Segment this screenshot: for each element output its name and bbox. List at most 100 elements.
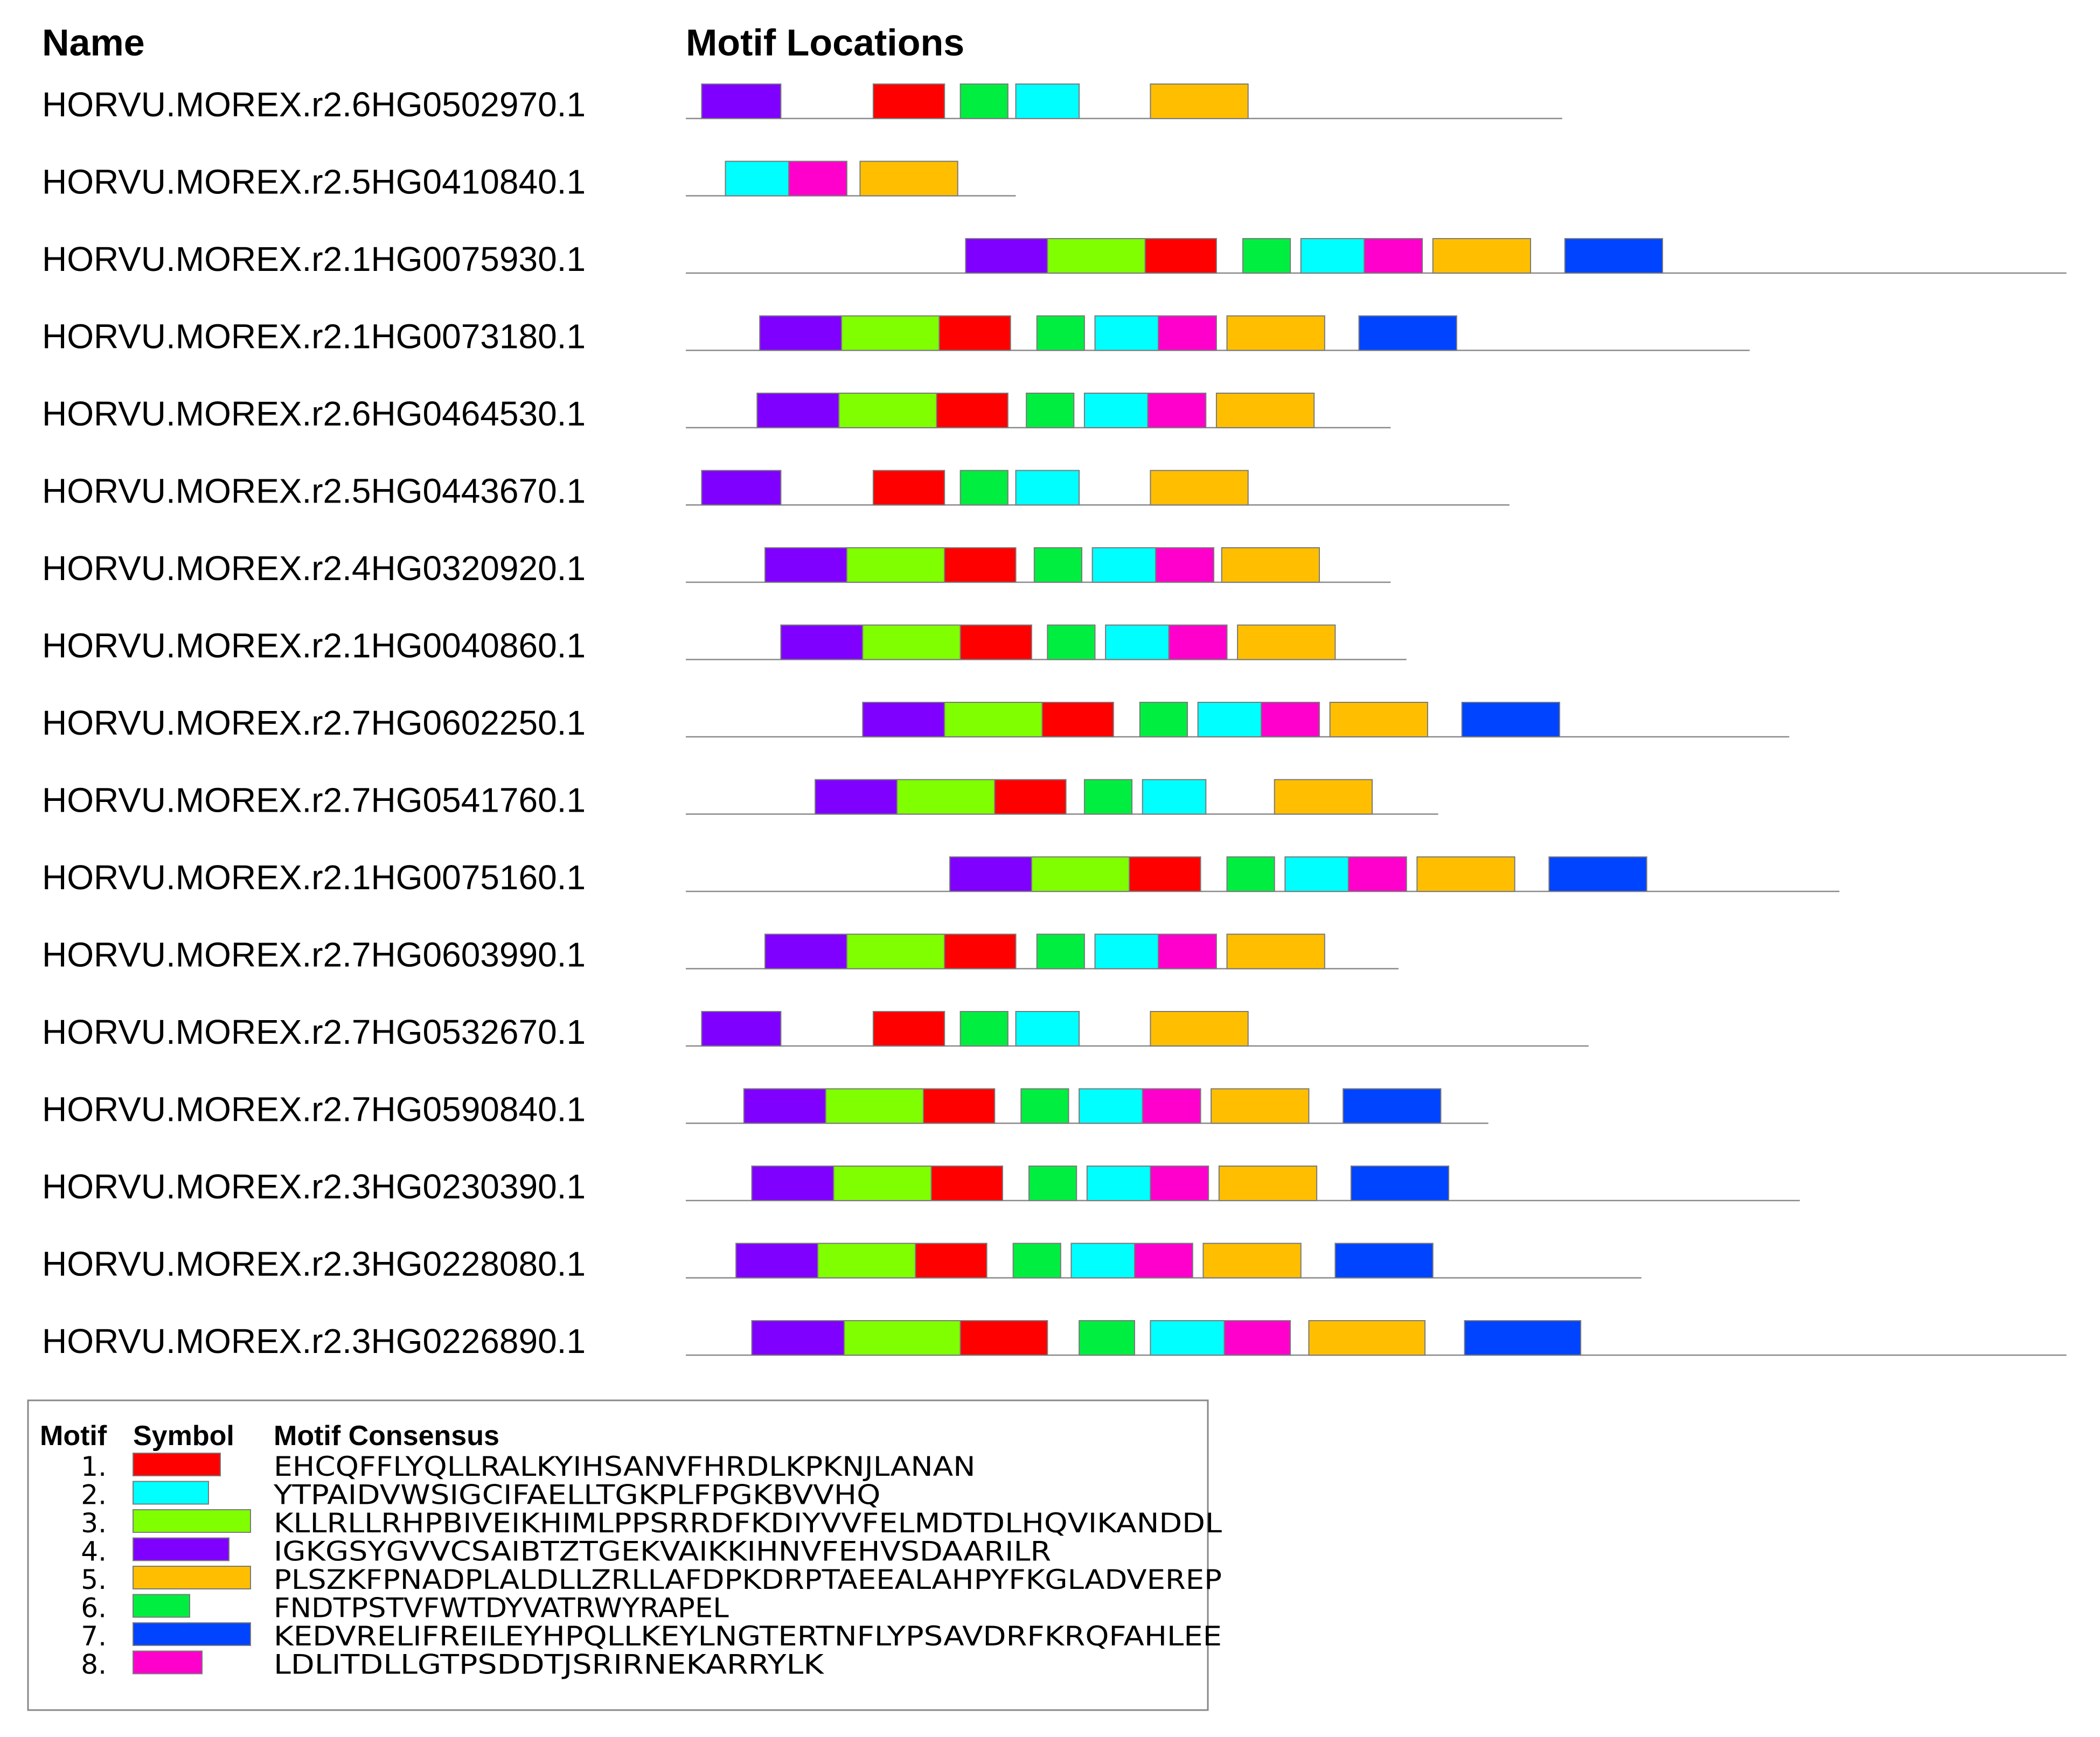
- legend-motif-number: 6.: [81, 1593, 107, 1624]
- sequence-name: HORVU.MOREX.r2.3HG0230390.1: [42, 1167, 586, 1206]
- motif-7-box: [1334, 1243, 1434, 1279]
- motif-4-box: [743, 1088, 826, 1124]
- motif-3-box: [825, 1088, 924, 1124]
- motif-2-box: [1197, 702, 1262, 737]
- legend-motif-number: 4.: [81, 1536, 107, 1567]
- motif-7-box: [1564, 238, 1663, 274]
- motif-3-box: [1031, 856, 1130, 892]
- motif-4-box: [764, 933, 847, 969]
- legend-symbol-swatch: [133, 1594, 190, 1618]
- motif-5-box: [1308, 1320, 1426, 1356]
- sequence-name: HORVU.MOREX.r2.4HG0320920.1: [42, 549, 586, 588]
- motif-2-box: [1015, 83, 1080, 119]
- legend-motif-consensus: KEDVRELIFREILEYHPQLLKEYLNGTERTNFLYPSAVDR…: [274, 1621, 1222, 1652]
- motif-3-box: [844, 1320, 961, 1356]
- motif-5-box: [1150, 470, 1249, 506]
- motif-5-box: [1202, 1243, 1302, 1279]
- motif-5-box: [1226, 315, 1325, 351]
- motif-5-box: [1274, 779, 1373, 815]
- motif-6-box: [1079, 1320, 1135, 1356]
- motif-2-box: [1015, 470, 1080, 506]
- motif-8-box: [1223, 1320, 1291, 1356]
- motif-2-box: [1094, 315, 1159, 351]
- motif-1-box: [872, 83, 945, 119]
- motif-2-box: [1091, 547, 1157, 583]
- motif-5-box: [1221, 547, 1320, 583]
- motif-6-box: [1139, 702, 1188, 737]
- motif-1-box: [872, 470, 945, 506]
- motif-5-box: [1215, 393, 1315, 428]
- legend-motif-number: 8.: [81, 1649, 107, 1680]
- sequence-row: HORVU.MOREX.r2.7HG0590840.1: [42, 1088, 1489, 1129]
- motif-5-box: [1218, 1166, 1318, 1201]
- legend-row: 7. KEDVRELIFREILEYHPQLLKEYLNGTERTNFLYPSAV…: [81, 1621, 1222, 1652]
- legend-motif-consensus: PLSZKFPNADPLALDLLZRLLAFDPKDRPTAEEALAHPYF…: [274, 1564, 1222, 1595]
- motif-5-box: [1150, 83, 1249, 119]
- legend-symbol-header: Symbol: [133, 1420, 234, 1452]
- motif-7-box: [1464, 1320, 1582, 1356]
- legend-motif-consensus: FNDTPSTVFWTDYVATRWYRAPEL: [274, 1593, 729, 1624]
- motif-1-box: [1129, 856, 1201, 892]
- motif-2-box: [1284, 856, 1349, 892]
- legend-symbol-swatch: [133, 1481, 209, 1505]
- motif-2-box: [1083, 393, 1149, 428]
- motif-8-box: [1155, 547, 1214, 583]
- motif-3-box: [817, 1243, 916, 1279]
- motif-1-box: [959, 1320, 1048, 1356]
- motif-2-box: [1300, 238, 1365, 274]
- motif-6-box: [959, 83, 1009, 119]
- motif-2-box: [1150, 1320, 1225, 1356]
- sequence-row: HORVU.MOREX.r2.1HG0040860.1: [42, 624, 1407, 665]
- sequence-row: HORVU.MOREX.r2.5HG0410840.1: [42, 161, 1016, 201]
- legend-motif-header: Motif: [40, 1420, 107, 1452]
- legend-symbol-swatch: [133, 1650, 203, 1675]
- motif-1-box: [872, 1011, 945, 1047]
- legend-symbol-swatch: [133, 1622, 251, 1646]
- legend-row: 2. YTPAIDVWSIGCIFAELLTGKPLFPGKBVVHQ: [81, 1480, 880, 1511]
- motif-5-box: [1416, 856, 1515, 892]
- motif-3-box: [846, 547, 945, 583]
- motif-4-box: [701, 470, 782, 506]
- motif-6-box: [1028, 1166, 1077, 1201]
- sequence-name: HORVU.MOREX.r2.1HG0075930.1: [42, 240, 586, 278]
- sequence-name: HORVU.MOREX.r2.1HG0040860.1: [42, 626, 586, 665]
- name-column-header: Name: [42, 22, 145, 64]
- motif-5-box: [1432, 238, 1531, 274]
- motif-6-box: [1036, 933, 1085, 969]
- sequence-row: HORVU.MOREX.r2.6HG0464530.1: [42, 393, 1391, 433]
- sequence-name: HORVU.MOREX.r2.6HG0502970.1: [42, 85, 586, 124]
- motif-7-box: [1548, 856, 1647, 892]
- legend-consensus-header: Motif Consensus: [274, 1420, 499, 1452]
- legend-motif-number: 1.: [81, 1451, 107, 1482]
- motif-6-box: [1047, 624, 1096, 660]
- legend-motif-number: 2.: [81, 1480, 107, 1511]
- motif-5-box: [1211, 1088, 1310, 1124]
- motif-7-box: [1350, 1166, 1450, 1201]
- sequence-name: HORVU.MOREX.r2.5HG0410840.1: [42, 163, 586, 201]
- motif-6-box: [1036, 315, 1085, 351]
- motif-1-box: [930, 1166, 1003, 1201]
- motif-locations-header: Motif Locations: [686, 22, 964, 64]
- motif-4-box: [815, 779, 898, 815]
- legend-row: 1. EHCQFFLYQLLRALKYIHSANVFHRDLKPKNJLANAN: [81, 1451, 975, 1482]
- legend-motif-consensus: IGKGSYGVVCSAIBTZTGEKVAIKKIHNVFEHVSDAARIL…: [274, 1536, 1051, 1567]
- legend-row: 4. IGKGSYGVVCSAIBTZTGEKVAIKKIHNVFEHVSDAAR…: [81, 1536, 1051, 1567]
- sequence-name: HORVU.MOREX.r2.7HG0602250.1: [42, 703, 586, 742]
- motif-6-box: [1226, 856, 1275, 892]
- sequence-row: HORVU.MOREX.r2.4HG0320920.1: [42, 547, 1391, 588]
- legend-motif-number: 3.: [81, 1508, 107, 1539]
- motif-6-box: [1242, 238, 1291, 274]
- motif-3-box: [896, 779, 996, 815]
- motif-3-box: [833, 1166, 932, 1201]
- legend-row: 5. PLSZKFPNADPLALDLLZRLLAFDPKDRPTAEEALAHP…: [81, 1564, 1222, 1595]
- motif-2-box: [1094, 933, 1159, 969]
- motif-2-box: [1086, 1166, 1151, 1201]
- sequence-row: HORVU.MOREX.r2.6HG0502970.1: [42, 83, 1562, 124]
- legend-symbol-swatch: [133, 1509, 251, 1533]
- motif-7-box: [1358, 315, 1457, 351]
- sequence-name: HORVU.MOREX.r2.7HG0590840.1: [42, 1090, 586, 1129]
- sequence-row: HORVU.MOREX.r2.3HG0228080.1: [42, 1243, 1642, 1283]
- motif-6-box: [1026, 393, 1075, 428]
- legend-symbol-swatch: [133, 1566, 251, 1589]
- sequence-row: HORVU.MOREX.r2.7HG0603990.1: [42, 933, 1399, 974]
